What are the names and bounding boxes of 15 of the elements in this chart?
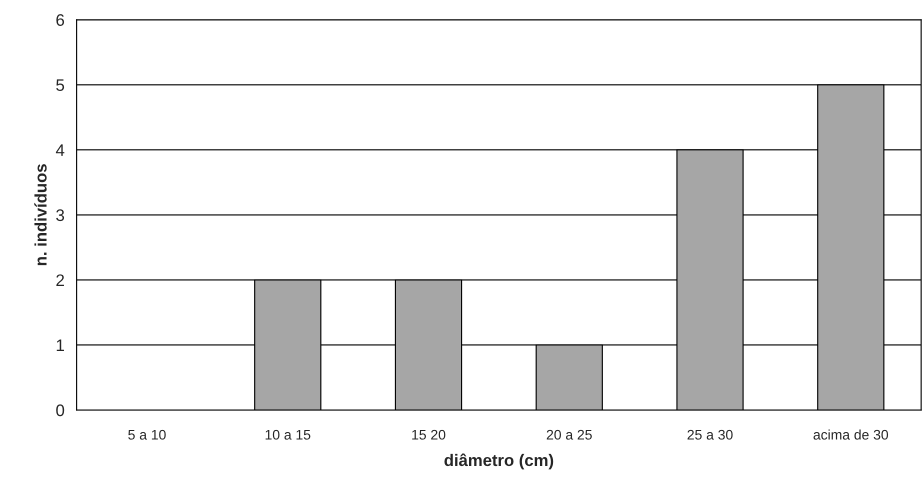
x-tick-label: 25 a 30	[688, 430, 733, 440]
y-tick-label: 6	[56, 14, 64, 26]
y-tick-label: 2	[56, 274, 64, 286]
x-tick-label: 20 a 25	[546, 430, 592, 440]
x-tick-label: 15 20	[412, 430, 446, 440]
y-tick-label: 4	[56, 144, 64, 156]
y-tick-label: 1	[56, 340, 64, 352]
x-tick-label: acima de 30	[814, 429, 888, 440]
y-axis-title: n. indivíduos	[34, 164, 47, 266]
y-tick-label: 5	[56, 79, 64, 92]
y-tick-label: 0	[56, 404, 64, 416]
x-tick-label: 10 a 15	[266, 430, 310, 440]
x-tick-label: 5 a 10	[128, 430, 166, 440]
x-axis-title: diâmetro (cm)	[444, 454, 554, 470]
y-tick-label: 3	[56, 209, 64, 222]
